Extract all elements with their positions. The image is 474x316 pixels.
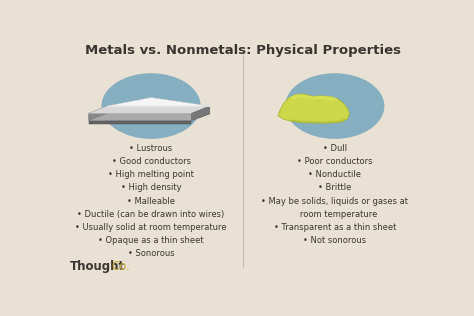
Polygon shape	[278, 94, 349, 123]
Polygon shape	[89, 106, 107, 121]
Circle shape	[101, 73, 201, 139]
Polygon shape	[107, 106, 210, 107]
Text: Thought: Thought	[70, 260, 126, 273]
Text: Metals vs. Nonmetals: Physical Properties: Metals vs. Nonmetals: Physical Propertie…	[85, 44, 401, 57]
Polygon shape	[287, 119, 347, 123]
Polygon shape	[191, 106, 210, 121]
Polygon shape	[107, 98, 210, 106]
Text: Co.: Co.	[111, 260, 130, 273]
Text: • Lustrous
• Good conductors
• High melting point
• High density
• Malleable
• D: • Lustrous • Good conductors • High melt…	[75, 144, 227, 258]
Circle shape	[285, 73, 384, 139]
Polygon shape	[89, 106, 210, 113]
Polygon shape	[89, 114, 210, 121]
Polygon shape	[89, 121, 191, 124]
Polygon shape	[289, 94, 338, 101]
Text: • Dull
• Poor conductors
• Nonductile
• Brittle
• May be solids, liquids or gase: • Dull • Poor conductors • Nonductile • …	[261, 144, 408, 245]
